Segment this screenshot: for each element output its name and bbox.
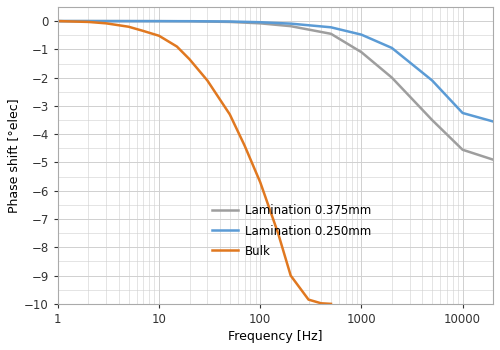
Lamination 0.375mm (288, 24, 294, 28)
Bulk (86, 20, 91, 24)
Line: Bulk: Bulk (58, 21, 331, 304)
Lamination 0.375mm (358, 50, 364, 54)
Lamination 0.375mm (55, 19, 61, 23)
Lamination 0.250mm (460, 111, 466, 115)
Lamination 0.375mm (460, 148, 466, 152)
Bulk (306, 298, 312, 302)
Lamination 0.250mm (227, 19, 233, 23)
Bulk (318, 301, 324, 306)
Lamination 0.250mm (288, 22, 294, 26)
Legend: Lamination 0.375mm, Lamination 0.250mm, Bulk: Lamination 0.375mm, Lamination 0.250mm, … (208, 200, 376, 262)
Bulk (227, 112, 233, 117)
Bulk (103, 21, 109, 26)
Lamination 0.250mm (86, 19, 91, 23)
Lamination 0.375mm (186, 19, 192, 23)
Bulk (186, 57, 192, 61)
Lamination 0.250mm (126, 19, 132, 23)
Lamination 0.250mm (490, 119, 496, 124)
Bulk (174, 44, 180, 49)
Bulk (55, 19, 61, 23)
Lamination 0.375mm (389, 76, 395, 80)
Lamination 0.375mm (227, 20, 233, 24)
Lamination 0.250mm (186, 19, 192, 23)
Lamination 0.375mm (126, 19, 132, 23)
Bulk (328, 302, 334, 306)
X-axis label: Frequency [Hz]: Frequency [Hz] (228, 330, 322, 343)
Lamination 0.375mm (429, 118, 435, 122)
Lamination 0.375mm (328, 32, 334, 36)
Lamination 0.250mm (55, 19, 61, 23)
Bulk (275, 231, 281, 235)
Line: Lamination 0.375mm: Lamination 0.375mm (58, 21, 493, 160)
Lamination 0.250mm (328, 25, 334, 29)
Bulk (156, 34, 162, 38)
Line: Lamination 0.250mm: Lamination 0.250mm (58, 21, 493, 121)
Y-axis label: Phase shift [°elec]: Phase shift [°elec] (7, 98, 20, 213)
Bulk (288, 273, 294, 278)
Lamination 0.250mm (389, 46, 395, 50)
Bulk (257, 180, 263, 184)
Bulk (140, 29, 146, 33)
Bulk (126, 25, 132, 29)
Lamination 0.250mm (358, 33, 364, 37)
Bulk (242, 144, 248, 148)
Lamination 0.250mm (429, 78, 435, 83)
Lamination 0.375mm (257, 21, 263, 26)
Lamination 0.250mm (257, 20, 263, 24)
Lamination 0.250mm (156, 19, 162, 23)
Bulk (204, 78, 210, 83)
Lamination 0.375mm (86, 19, 91, 23)
Lamination 0.375mm (490, 158, 496, 162)
Lamination 0.375mm (156, 19, 162, 23)
